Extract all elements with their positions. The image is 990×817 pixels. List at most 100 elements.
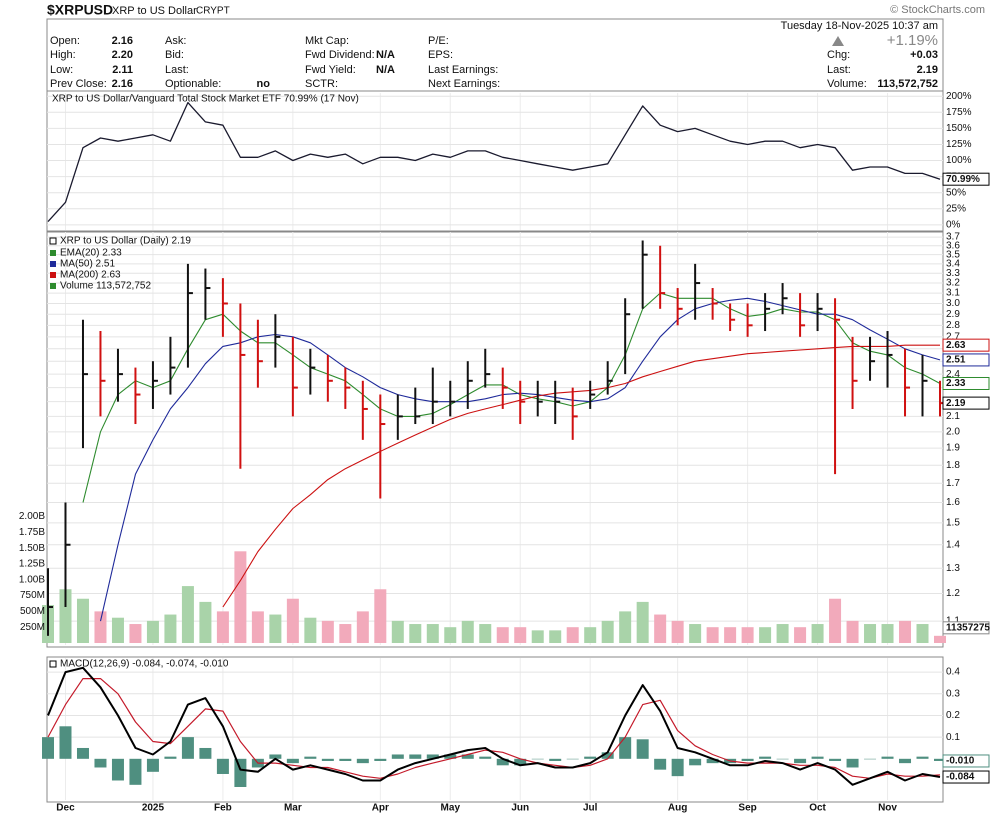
volume-bar: [216, 611, 229, 643]
field-label: High:: [50, 49, 76, 61]
y-tick-label: 3.1: [946, 288, 960, 299]
y-tick-label: 0.4: [946, 667, 960, 678]
volume-bar: [234, 551, 247, 643]
value-tag: -0.010: [946, 756, 975, 767]
volume-bar: [374, 589, 387, 643]
volume-bar: [356, 611, 369, 643]
field-label: Bid:: [165, 49, 184, 61]
exchange: CRYPT: [196, 6, 230, 17]
legend-text: Volume 113,572,752: [60, 281, 151, 292]
quote-value: +0.03: [910, 49, 938, 61]
legend-marker: [50, 261, 56, 267]
y-tick-label: 2.7: [946, 331, 960, 342]
y-tick-label: 175%: [946, 107, 972, 118]
legend-text: MA(50) 2.51: [60, 259, 115, 270]
volume-bar: [531, 630, 544, 643]
histogram-bar: [94, 758, 107, 768]
x-tick-label: Oct: [809, 803, 826, 814]
plot-layer: Open: 2.16 High: 2.20 Low: 2.11 Prev Close: 2.1…: [19, 35, 990, 814]
indicator-line: [222, 344, 940, 608]
histogram-bar: [864, 758, 877, 760]
histogram-bar: [671, 758, 684, 777]
value-tag: 2.19: [946, 398, 966, 409]
value-tag-box: [942, 754, 990, 768]
volume-bar: [794, 627, 807, 643]
histogram-bar: [601, 752, 614, 759]
y-tick-label: 2.1: [946, 411, 960, 422]
y-tick-label: 2.4: [946, 369, 960, 380]
quote-label: Volume:: [827, 78, 867, 90]
volume-bar: [199, 601, 212, 643]
x-tick-label: Aug: [668, 803, 687, 814]
y-tick-label: 25%: [946, 203, 966, 214]
volume-bar: [654, 614, 667, 643]
volume-bar: [286, 598, 299, 643]
x-tick-label: 2025: [142, 803, 165, 814]
volume-bar: [881, 624, 894, 643]
field-value: 2.11: [112, 64, 133, 76]
panel-title: XRP to US Dollar/Vanguard Total Stock Ma…: [52, 94, 359, 105]
y-tick-label: 3.7: [946, 232, 960, 243]
field-value: 2.16: [112, 78, 133, 90]
field-label: Optionable:: [165, 78, 221, 90]
histogram-bar: [426, 754, 439, 759]
histogram-bar: [811, 756, 824, 759]
x-tick-label: Feb: [214, 803, 232, 814]
value-tag: 2.33: [946, 378, 966, 389]
y-tick-label: 50%: [946, 187, 966, 198]
y-tick-label: 150%: [946, 123, 972, 134]
y-tick-label: 3.2: [946, 278, 960, 289]
volume-bar: [934, 635, 946, 643]
histogram-bar: [146, 758, 159, 772]
field-label: Low:: [50, 64, 73, 76]
histogram-bar: [374, 758, 387, 761]
volume-bar: [111, 617, 124, 643]
volume-bar: [461, 620, 474, 643]
legend-marker: [50, 272, 56, 278]
histogram-bar: [199, 747, 212, 759]
x-tick-label: Dec: [56, 803, 75, 814]
value-tag: -0.084: [946, 772, 975, 783]
volume-bar: [846, 620, 859, 643]
y-tick-label: 1.5: [946, 518, 960, 529]
ratio-line: [47, 101, 941, 223]
up-arrow: [832, 36, 844, 46]
quote-label: Last:: [827, 64, 851, 76]
histogram-bar: [461, 754, 474, 759]
histogram-bar: [391, 754, 404, 759]
x-tick-label: Jul: [583, 803, 598, 814]
y-tick-label: 125%: [946, 139, 972, 150]
volume-tick-label: 750M: [20, 590, 45, 601]
legend-marker: [50, 283, 56, 289]
volume-bar: [269, 614, 282, 643]
y-tick-label: 1.8: [946, 460, 960, 471]
y-tick-label: 0%: [946, 219, 961, 230]
volume-bar: [811, 624, 824, 643]
histogram-bar: [846, 758, 859, 768]
volume-bar: [689, 624, 702, 643]
volume-tick-label: 250M: [20, 622, 45, 633]
volume-bar: [549, 630, 562, 643]
histogram-bar: [566, 758, 579, 760]
legend-marker: [49, 237, 57, 245]
volume-bar: [479, 624, 492, 643]
histogram-bar: [409, 754, 422, 759]
field-label: Open:: [50, 35, 80, 47]
histogram-bar: [76, 747, 89, 759]
histogram-bar: [59, 726, 72, 759]
quote-value: 113,572,752: [877, 78, 938, 90]
field-label: Next Earnings:: [428, 78, 500, 90]
volume-bar: [741, 627, 754, 643]
histogram-bar: [881, 756, 894, 759]
histogram-bar: [636, 739, 649, 759]
x-tick-label: Mar: [284, 803, 302, 814]
histogram-bar: [794, 758, 807, 764]
y-tick-label: 100%: [946, 155, 972, 166]
y-tick-label: 3.6: [946, 240, 960, 251]
field-label: EPS:: [428, 49, 453, 61]
histogram-bar: [706, 758, 719, 764]
volume-bar: [129, 624, 142, 643]
y-tick-label: 2.9: [946, 309, 960, 320]
y-tick-label: 1.9: [946, 443, 960, 454]
